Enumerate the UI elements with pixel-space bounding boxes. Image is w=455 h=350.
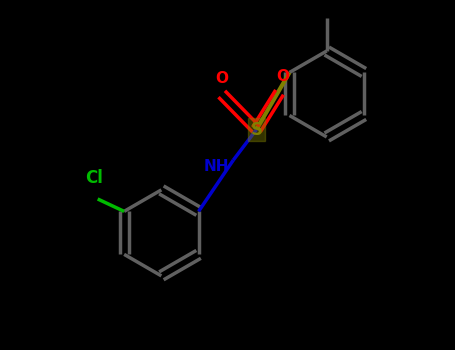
Text: Cl: Cl [86,169,103,187]
Text: NH: NH [204,159,229,174]
Text: S: S [250,120,263,139]
Text: O: O [215,71,228,86]
Text: O: O [276,69,289,84]
